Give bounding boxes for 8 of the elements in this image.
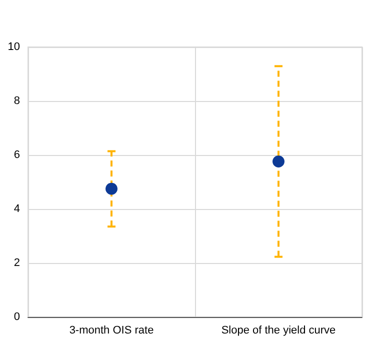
y-tick-label: 6 <box>14 149 20 161</box>
y-tick-label: 0 <box>14 311 20 323</box>
y-tick-label: 10 <box>8 41 20 53</box>
y-tick-label: 8 <box>14 95 20 107</box>
x-tick-label: 3-month OIS rate <box>69 324 154 336</box>
x-tick-label: Slope of the yield curve <box>221 324 336 336</box>
y-tick-label: 2 <box>14 257 20 269</box>
y-tick-label: 4 <box>14 203 20 215</box>
